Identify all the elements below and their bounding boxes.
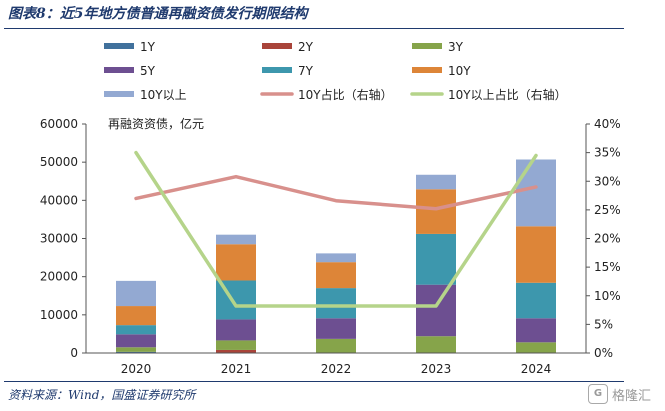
bar-segment-5Y — [416, 284, 456, 337]
legend-swatch — [262, 67, 292, 73]
legend-label: 7Y — [298, 64, 314, 78]
bar-segment-3Y — [216, 340, 256, 350]
bar-segment-5Y — [216, 319, 256, 341]
legend-label: 3Y — [448, 40, 464, 54]
bar-segment-10Y以上 — [316, 253, 356, 263]
bar-segment-7Y — [316, 288, 356, 319]
y-tick-label: 50000 — [40, 155, 78, 169]
legend-label: 2Y — [298, 40, 314, 54]
bar-segment-10Y — [116, 306, 156, 326]
series-line-line_10Y以上 — [134, 150, 538, 308]
legend-swatch — [412, 43, 442, 49]
title-divider — [4, 28, 624, 29]
legend-label: 10Y — [448, 64, 471, 78]
legend-label: 10Y以上占比（右轴） — [448, 87, 567, 102]
legend-swatch — [104, 91, 134, 97]
y-tick-label: 60000 — [40, 117, 78, 131]
y-axis-label: 再融资资债，亿元 — [108, 116, 204, 131]
bar-segment-10Y以上 — [516, 159, 556, 227]
chart-legend: 1Y 2Y 3Y 5Y 7Y 10Y 10Y以上 10Y占比（右轴） 10Y以上占比（右轴） — [104, 40, 567, 102]
bar-segment-1Y — [116, 351, 156, 353]
bar-segment-5Y — [116, 334, 156, 348]
bar-segment-7Y — [116, 325, 156, 335]
watermark-logo-icon: G — [588, 384, 608, 404]
y2-tick-label: 40% — [594, 117, 621, 131]
bar-segment-3Y — [116, 347, 156, 352]
watermark-text: 格隆汇 — [612, 388, 652, 404]
y-tick-label: 10000 — [40, 308, 78, 322]
y2-tick-label: 35% — [594, 146, 621, 160]
x-tick-label: 2022 — [321, 362, 352, 376]
y2-tick-label: 30% — [594, 174, 621, 188]
bar-segment-7Y — [416, 233, 456, 285]
y2-tick-label: 0% — [594, 346, 613, 360]
y-tick-label: 30000 — [40, 232, 78, 246]
y2-tick-label: 5% — [594, 317, 613, 331]
axes-layer: 0 10000 20000 30000 40000 50000 60000 0% 5% 10% 15… — [40, 117, 621, 376]
bar-segment-3Y — [316, 338, 356, 353]
y2-tick-label: 25% — [594, 203, 621, 217]
bar-segment-10Y — [316, 262, 356, 289]
legend-swatch — [412, 67, 442, 73]
legend-swatch — [104, 43, 134, 49]
legend-label: 10Y占比（右轴） — [298, 87, 393, 102]
stacked-bar-line-chart: 1Y 2Y 3Y 5Y 7Y 10Y 10Y以上 10Y占比（右轴） 10Y以上占比（右轴） 再… — [40, 40, 621, 376]
bar-segment-3Y — [516, 342, 556, 353]
chart-title: 图表8：近5年地方债普通再融资债发行期限结构 — [8, 6, 308, 22]
legend-label: 10Y以上 — [140, 88, 187, 102]
series-line-line_10Y — [134, 174, 538, 211]
bar-segment-10Y — [216, 244, 256, 281]
footer-divider — [4, 381, 624, 382]
x-tick-label: 2023 — [421, 362, 452, 376]
y-tick-label: 40000 — [40, 193, 78, 207]
bar-segment-10Y以上 — [116, 280, 156, 307]
bar-segment-10Y — [416, 189, 456, 234]
watermark: G 格隆汇 — [588, 384, 651, 404]
source-note: 资料来源：Wind，国盛证券研究所 — [8, 388, 196, 402]
legend-swatch — [104, 67, 134, 73]
bar-segment-3Y — [416, 336, 456, 353]
bar-segment-10Y以上 — [416, 174, 456, 190]
bar-segment-5Y — [516, 318, 556, 343]
bar-segment-5Y — [316, 318, 356, 339]
bar-segment-7Y — [516, 282, 556, 319]
y-tick-label: 0 — [70, 346, 78, 360]
x-tick-label: 2021 — [221, 362, 252, 376]
legend-label: 1Y — [140, 40, 156, 54]
y2-tick-label: 20% — [594, 232, 621, 246]
x-tick-label: 2024 — [521, 362, 552, 376]
legend-label: 5Y — [140, 64, 156, 78]
bar-segment-10Y — [516, 226, 556, 283]
y2-tick-label: 10% — [594, 289, 621, 303]
bar-segment-10Y以上 — [216, 234, 256, 245]
lines-layer — [134, 150, 538, 308]
y-tick-label: 20000 — [40, 270, 78, 284]
x-tick-label: 2020 — [121, 362, 152, 376]
legend-swatch — [262, 43, 292, 49]
bars-layer — [116, 159, 556, 353]
bar-segment-2Y — [216, 349, 256, 353]
y2-tick-label: 15% — [594, 260, 621, 274]
